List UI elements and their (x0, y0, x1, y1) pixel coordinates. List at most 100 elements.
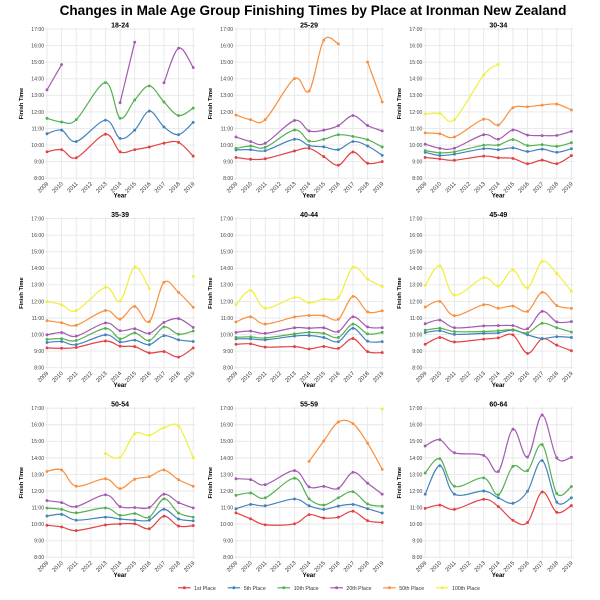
svg-text:13:00: 13:00 (220, 283, 233, 289)
svg-text:11:00: 11:00 (221, 505, 234, 511)
svg-text:14:00: 14:00 (220, 77, 233, 83)
svg-text:12:00: 12:00 (31, 299, 44, 305)
svg-text:15:00: 15:00 (409, 250, 422, 256)
svg-text:12:00: 12:00 (31, 110, 44, 116)
svg-text:14:00: 14:00 (31, 77, 44, 83)
svg-text:17:00: 17:00 (409, 27, 422, 33)
svg-text:9:00: 9:00 (34, 539, 44, 545)
svg-text:13:00: 13:00 (31, 93, 44, 99)
svg-text:15:00: 15:00 (220, 60, 233, 66)
svg-text:8:00: 8:00 (223, 176, 233, 182)
svg-text:30-34: 30-34 (489, 23, 507, 30)
svg-text:16:00: 16:00 (409, 233, 422, 239)
svg-text:10th Place: 10th Place (294, 586, 319, 592)
svg-text:10:00: 10:00 (409, 143, 422, 149)
svg-text:Year: Year (303, 193, 317, 200)
svg-text:Year: Year (303, 572, 317, 579)
svg-text:8:00: 8:00 (412, 366, 422, 372)
svg-text:15:00: 15:00 (409, 60, 422, 66)
svg-text:17:00: 17:00 (31, 406, 44, 412)
svg-text:14:00: 14:00 (409, 456, 422, 462)
svg-text:8:00: 8:00 (34, 366, 44, 372)
svg-text:14:00: 14:00 (31, 266, 44, 272)
svg-text:11:00: 11:00 (410, 505, 423, 511)
svg-text:12:00: 12:00 (409, 489, 422, 495)
svg-text:17:00: 17:00 (409, 217, 422, 223)
svg-text:9:00: 9:00 (412, 159, 422, 165)
svg-text:16:00: 16:00 (31, 423, 44, 429)
svg-text:Changes in Male Age Group Fini: Changes in Male Age Group Finishing Time… (60, 3, 567, 18)
svg-text:Year: Year (114, 572, 128, 579)
svg-text:13:00: 13:00 (220, 472, 233, 478)
svg-text:9:00: 9:00 (34, 159, 44, 165)
svg-text:15:00: 15:00 (220, 250, 233, 256)
svg-text:11:00: 11:00 (410, 316, 423, 322)
svg-text:5th Place: 5th Place (244, 586, 266, 592)
svg-text:10:00: 10:00 (409, 332, 422, 338)
svg-text:16:00: 16:00 (220, 233, 233, 239)
svg-text:Year: Year (492, 572, 506, 579)
svg-text:10:00: 10:00 (220, 522, 233, 528)
svg-text:55-59: 55-59 (300, 402, 318, 409)
svg-text:1st Place: 1st Place (194, 586, 216, 592)
svg-text:11:00: 11:00 (221, 126, 234, 132)
svg-text:12:00: 12:00 (409, 110, 422, 116)
svg-text:14:00: 14:00 (220, 266, 233, 272)
svg-text:17:00: 17:00 (220, 406, 233, 412)
svg-text:16:00: 16:00 (220, 44, 233, 50)
svg-text:Year: Year (303, 382, 317, 389)
svg-text:60-64: 60-64 (489, 402, 507, 409)
svg-text:Year: Year (114, 193, 128, 200)
svg-text:11:00: 11:00 (410, 126, 423, 132)
svg-text:Finish Time: Finish Time (397, 467, 403, 499)
svg-text:14:00: 14:00 (409, 77, 422, 83)
svg-text:11:00: 11:00 (221, 316, 234, 322)
svg-text:16:00: 16:00 (409, 44, 422, 50)
svg-text:Year: Year (492, 382, 506, 389)
svg-text:12:00: 12:00 (220, 299, 233, 305)
svg-text:15:00: 15:00 (220, 439, 233, 445)
svg-text:10:00: 10:00 (220, 332, 233, 338)
svg-text:Finish Time: Finish Time (397, 277, 403, 309)
svg-text:18-24: 18-24 (111, 23, 129, 30)
svg-text:Year: Year (492, 193, 506, 200)
svg-text:10:00: 10:00 (220, 143, 233, 149)
svg-text:50th Place: 50th Place (399, 586, 424, 592)
svg-text:9:00: 9:00 (412, 539, 422, 545)
svg-text:10:00: 10:00 (31, 143, 44, 149)
svg-text:100th Place: 100th Place (452, 586, 480, 592)
svg-text:13:00: 13:00 (409, 283, 422, 289)
svg-text:Finish Time: Finish Time (19, 277, 25, 309)
svg-text:Finish Time: Finish Time (19, 467, 25, 499)
svg-text:Finish Time: Finish Time (208, 88, 214, 120)
svg-text:14:00: 14:00 (220, 456, 233, 462)
svg-text:12:00: 12:00 (31, 489, 44, 495)
svg-text:17:00: 17:00 (31, 217, 44, 223)
svg-text:13:00: 13:00 (220, 93, 233, 99)
svg-text:11:00: 11:00 (32, 316, 45, 322)
svg-text:12:00: 12:00 (220, 489, 233, 495)
svg-text:15:00: 15:00 (31, 439, 44, 445)
svg-text:11:00: 11:00 (32, 126, 45, 132)
svg-text:15:00: 15:00 (31, 60, 44, 66)
svg-text:16:00: 16:00 (409, 423, 422, 429)
svg-text:8:00: 8:00 (412, 176, 422, 182)
svg-text:8:00: 8:00 (223, 555, 233, 561)
svg-text:8:00: 8:00 (412, 555, 422, 561)
svg-text:8:00: 8:00 (34, 555, 44, 561)
svg-text:12:00: 12:00 (409, 299, 422, 305)
svg-text:14:00: 14:00 (31, 456, 44, 462)
svg-text:Finish Time: Finish Time (19, 88, 25, 120)
svg-text:9:00: 9:00 (34, 349, 44, 355)
svg-text:9:00: 9:00 (223, 349, 233, 355)
svg-text:16:00: 16:00 (31, 44, 44, 50)
svg-text:10:00: 10:00 (409, 522, 422, 528)
svg-text:15:00: 15:00 (31, 250, 44, 256)
svg-text:9:00: 9:00 (223, 539, 233, 545)
svg-text:17:00: 17:00 (220, 217, 233, 223)
svg-text:12:00: 12:00 (220, 110, 233, 116)
svg-text:17:00: 17:00 (220, 27, 233, 33)
svg-text:9:00: 9:00 (223, 159, 233, 165)
svg-text:13:00: 13:00 (409, 472, 422, 478)
svg-text:16:00: 16:00 (220, 423, 233, 429)
